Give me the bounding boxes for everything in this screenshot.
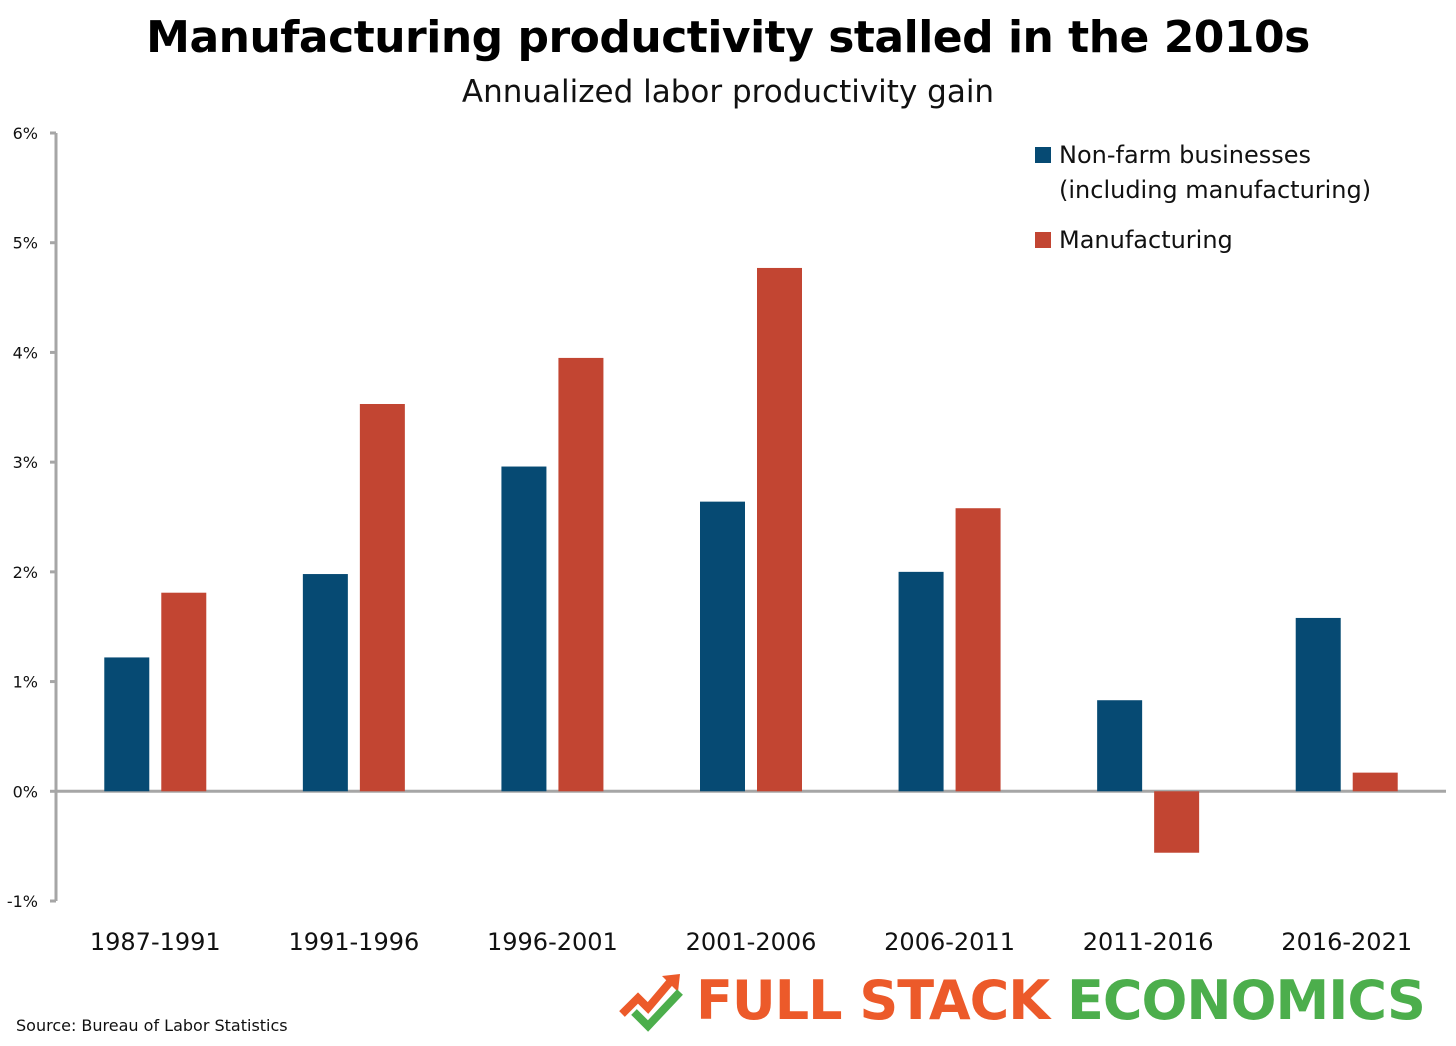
bar-nonfarm-2001-2006	[700, 501, 745, 792]
x-tick-label: 2001-2006	[686, 928, 817, 956]
y-tick-label: 5%	[13, 234, 38, 253]
bar-nonfarm-2011-2016	[1097, 700, 1143, 792]
bar-nonfarm-1991-1996	[302, 574, 348, 792]
legend-swatch	[1035, 147, 1051, 163]
legend-label: (including manufacturing)	[1059, 176, 1371, 204]
brand-logo-part2: ECONOMICS	[1066, 969, 1426, 1032]
bar-nonfarm-1996-2001	[501, 466, 547, 792]
y-tick-label: 1%	[13, 673, 38, 692]
y-tick-label: -1%	[7, 892, 38, 911]
x-tick-labels: 1987-1991 1991-1996 1996-2001 2001-2006 2006…	[90, 928, 1412, 956]
legend-swatch	[1035, 232, 1051, 248]
brand-logo: FULL STACK ECONOMICS	[618, 968, 1448, 1034]
legend-label: Non-farm businesses	[1059, 141, 1311, 169]
x-tick-label: 1991-1996	[288, 928, 419, 956]
x-tick-label: 2011-2016	[1083, 928, 1214, 956]
bar-manufacturing-1991-1996	[359, 403, 405, 792]
bar-manufacturing-1987-1991	[161, 592, 207, 792]
bar-manufacturing-2006-2011	[955, 508, 1001, 792]
y-tick-label: 2%	[13, 563, 38, 582]
chart-legend: Non-farm businesses (including manufactur…	[1035, 141, 1371, 254]
bar-nonfarm-1987-1991	[104, 657, 150, 792]
bar-manufacturing-2011-2016	[1154, 791, 1200, 853]
source-note: Source: Bureau of Labor Statistics	[16, 1016, 288, 1035]
x-tick-label: 2006-2011	[884, 928, 1015, 956]
bar-nonfarm-2006-2011	[898, 571, 944, 792]
y-tick-label: 3%	[13, 453, 38, 472]
y-tick-label: 4%	[13, 343, 38, 362]
legend-label: Manufacturing	[1059, 226, 1233, 254]
bar-manufacturing-2016-2021	[1352, 772, 1398, 792]
bar-manufacturing-1996-2001	[558, 357, 604, 792]
chart-bars	[104, 267, 1398, 853]
x-tick-label: 2016-2021	[1281, 928, 1412, 956]
bar-manufacturing-2001-2006	[757, 267, 802, 792]
brand-logo-text: FULL STACK ECONOMICS	[696, 968, 1426, 1034]
chart-subtitle: Annualized labor productivity gain	[461, 74, 995, 110]
chart-axes: -1% 0% 1% 2% 3% 4% 5% 6%	[7, 124, 1446, 911]
trend-arrow-check-icon	[619, 974, 683, 1032]
chart-title: Manufacturing productivity stalled in th…	[146, 12, 1310, 63]
y-tick-label: 6%	[13, 124, 38, 143]
y-tick-label: 0%	[13, 782, 38, 801]
x-tick-label: 1987-1991	[90, 928, 221, 956]
x-tick-label: 1996-2001	[487, 928, 618, 956]
brand-logo-part1: FULL STACK	[696, 969, 1050, 1032]
bar-nonfarm-2016-2021	[1295, 617, 1341, 792]
